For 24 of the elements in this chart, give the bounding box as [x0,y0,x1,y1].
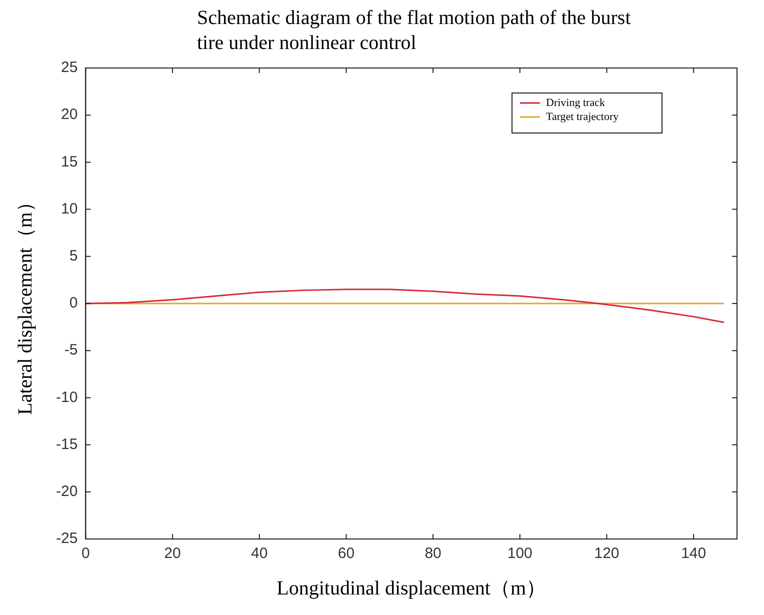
x-tick-label: 140 [681,545,706,562]
y-tick-label: 25 [60,59,78,76]
y-tick-label: 15 [60,153,78,170]
x-tick-label: 40 [251,545,268,562]
y-axis-title: Lateral displacement（m） [14,192,36,415]
chart-title: Schematic diagram of the flat motion path of the burst tire under nonlinear control [197,6,632,56]
y-tick-label: 5 [69,248,78,265]
x-axis-title: Longitudinal displacement（m） [276,577,546,600]
y-tick-label: 20 [60,106,78,124]
x-tick-label: 0 [82,545,90,562]
y-tick-label: -5 [64,342,78,359]
y-tick-label: -25 [56,530,78,548]
x-tick-label: 60 [338,545,355,562]
legend-label: Driving track [546,96,606,109]
x-tick-label: 100 [507,545,532,562]
y-tick-label: -20 [56,483,78,500]
x-tick-label: 120 [594,545,620,562]
legend-label: Target trajectory [546,110,620,123]
y-tick-label: 10 [60,200,78,218]
y-tick-label: -15 [56,436,78,453]
y-tick-label: 0 [69,294,78,312]
x-tick-label: 80 [424,545,442,562]
y-tick-label: -10 [56,388,78,406]
x-tick-label: 20 [164,545,181,562]
